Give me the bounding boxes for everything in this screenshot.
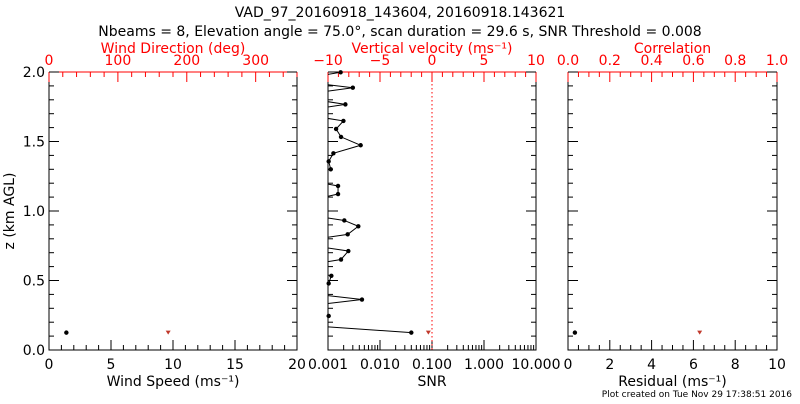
- data-point-snr: [341, 118, 346, 124]
- axes-frame: [567, 72, 778, 351]
- data-point-snr: [346, 248, 351, 254]
- data-point-snr: [335, 191, 341, 197]
- top-tick-label: 0: [45, 53, 54, 69]
- panel-2: 0.001 0.010 0.100 1.000 10.000 SNR −10 −5 0 5 10 Ve…: [308, 41, 561, 390]
- data-point-snr: [329, 273, 334, 278]
- data-point-snr: [335, 183, 341, 189]
- footer-timestamp: Plot created on Tue Nov 29 17:38:51 2016: [602, 390, 792, 400]
- y-tick-label: 0.0: [23, 343, 45, 359]
- top-tick-label: −5: [370, 53, 391, 69]
- x-axis-label: SNR: [417, 374, 446, 390]
- data-point-wind-direction: [165, 330, 171, 335]
- panel-1: 0 5 10 15 20 Wind Speed (ms⁻¹) 0 100 200 300Wind …: [23, 41, 306, 390]
- data-point-wind-speed: [64, 330, 69, 335]
- top-tick-label: 100: [105, 53, 132, 69]
- data-point-snr: [326, 159, 331, 164]
- data-point-residual: [572, 330, 578, 335]
- data-point-snr: [326, 281, 331, 286]
- bottom-tick-label: 20: [288, 357, 306, 373]
- axes-frame: [48, 72, 298, 351]
- top-tick-label: 0.4: [640, 53, 662, 69]
- bottom-tick-label: 10.000: [512, 357, 561, 373]
- data-point-snr: [342, 218, 347, 223]
- top-tick-label: 10: [527, 53, 545, 69]
- snr-profile-line: [328, 72, 412, 334]
- bottom-tick-label: 1.000: [464, 357, 504, 373]
- figure-subtitle: Nbeams = 8, Elevation angle = 75.0°, sca…: [98, 24, 701, 40]
- top-tick-label: 0.8: [724, 53, 746, 69]
- data-point-snr: [345, 232, 350, 237]
- bottom-tick-label: 5: [107, 357, 116, 373]
- top-axis-label: Wind Direction (deg): [101, 41, 246, 57]
- top-tick-label: 200: [173, 53, 200, 69]
- y-tick-label: 1.0: [23, 204, 45, 220]
- x-axis-label: Wind Speed (ms⁻¹): [107, 374, 240, 390]
- data-point-snr: [328, 167, 333, 172]
- data-point-snr: [331, 151, 336, 156]
- bottom-tick-label: 15: [226, 357, 244, 373]
- top-axis-label: Vertical velocity (ms⁻¹): [352, 41, 513, 57]
- top-tick-label: 300: [242, 53, 269, 69]
- top-tick-label: −10: [313, 53, 343, 69]
- data-point-snr: [356, 224, 361, 229]
- data-point-snr: [359, 297, 365, 302]
- bottom-tick-label: 0.001: [308, 357, 348, 373]
- data-point-correlation: [697, 330, 703, 335]
- top-axis-label: Correlation: [634, 41, 711, 57]
- data-point-snr: [343, 102, 348, 107]
- data-point-snr: [338, 134, 344, 140]
- data-point-snr: [350, 85, 356, 90]
- bottom-tick-label: 10: [768, 357, 786, 373]
- top-tick-label: 0: [428, 53, 437, 69]
- bottom-tick-label: 4: [647, 357, 656, 373]
- top-tick-label: 5: [480, 53, 489, 69]
- bottom-tick-label: 10: [164, 357, 182, 373]
- top-tick-label: 0.0: [557, 53, 579, 69]
- figure-title: VAD_97_20160918_143604, 20160918.143621: [235, 5, 566, 21]
- bottom-tick-label: 6: [689, 357, 698, 373]
- y-axis-label: z (km AGL): [2, 173, 18, 250]
- y-tick-label: 0.5: [23, 274, 45, 290]
- data-point-vertical-velocity: [425, 330, 431, 335]
- data-point-snr: [358, 143, 363, 148]
- top-tick-label: 1.0: [766, 53, 788, 69]
- bottom-tick-label: 0.100: [412, 357, 452, 373]
- data-point-snr: [409, 330, 414, 335]
- bottom-tick-label: 8: [731, 357, 740, 373]
- y-tick-label: 2.0: [23, 65, 45, 81]
- y-tick-label: 1.5: [23, 135, 45, 151]
- bottom-tick-label: 2: [605, 357, 614, 373]
- top-tick-label: 0.2: [599, 53, 621, 69]
- bottom-tick-label: 0: [564, 357, 573, 373]
- data-point-snr: [333, 126, 339, 132]
- data-point-snr: [326, 313, 331, 319]
- bottom-tick-label: 0: [45, 357, 54, 373]
- top-tick-label: 0.6: [682, 53, 704, 69]
- x-axis-label: Residual (ms⁻¹): [618, 374, 726, 390]
- data-point-snr: [338, 70, 343, 75]
- panel-3: 0 2 4 6 8 10 Residual (ms⁻¹) 0.0 0.2 0.4 0.6 0.8 1.0…: [557, 41, 788, 390]
- bottom-tick-label: 0.010: [360, 357, 400, 373]
- data-point-snr: [338, 257, 344, 262]
